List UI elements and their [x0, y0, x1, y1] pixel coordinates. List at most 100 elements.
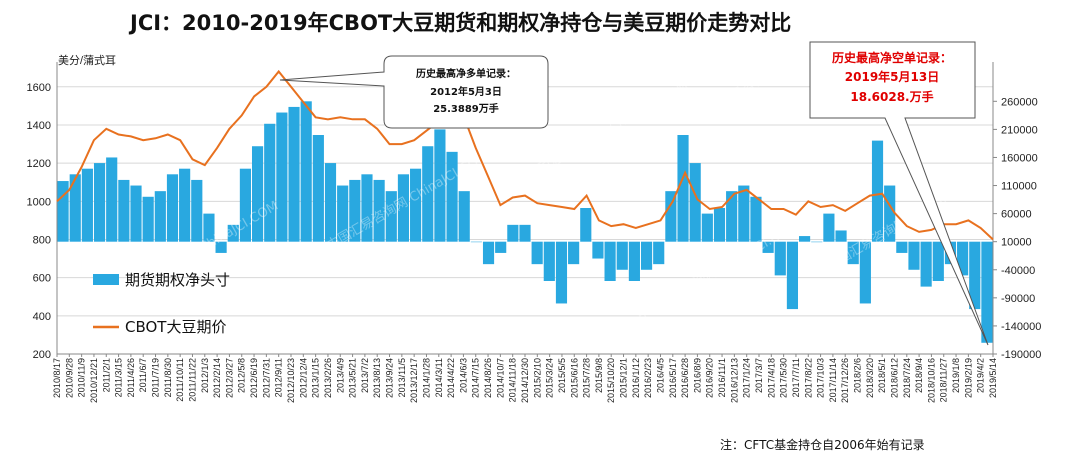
net-position-bar	[896, 241, 908, 253]
max-short-line-2: 2019年5月13日	[845, 69, 939, 84]
right-tick-label: 60000	[1001, 209, 1032, 221]
legend: 期货期权净头寸 CBOT大豆期价	[93, 271, 230, 336]
net-position-bar	[142, 196, 154, 242]
left-tick-label: 400	[33, 311, 51, 323]
x-tick-label: 2017/12/26	[840, 358, 850, 403]
x-tick-label: 2011/3/15	[114, 358, 124, 397]
x-tick-label: 2019/2/19	[963, 358, 973, 398]
net-position-bar	[592, 241, 604, 259]
x-tick-label: 2010/9/28	[64, 358, 74, 398]
x-tick-label: 2011/6/7	[138, 358, 148, 392]
max-long-callout: 历史最高净多单记录： 2012年5月3日 25.3889万手	[279, 55, 549, 129]
net-position-bar	[361, 174, 373, 242]
net-position-bar	[884, 185, 896, 242]
right-tick-label: 160000	[1001, 152, 1038, 164]
net-position-bar	[422, 146, 434, 242]
net-position-bar	[69, 174, 81, 242]
x-tick-label: 2013/4/9	[335, 358, 345, 393]
net-position-bar	[738, 185, 750, 242]
x-tick-label: 2018/6/12	[889, 358, 899, 398]
legend-bar-label: 期货期权净头寸	[125, 271, 230, 289]
x-tick-label: 2019/1/8	[951, 358, 961, 393]
x-tick-label: 2012/6/19	[249, 358, 259, 398]
net-position-bar	[871, 140, 884, 242]
net-position-bar	[191, 179, 203, 242]
max-long-line-2: 2012年5月3日	[430, 85, 502, 98]
x-tick-label: 2015/6/16	[569, 358, 579, 398]
right-tick-label: -40000	[1001, 265, 1035, 277]
x-tick-label: 2013/11/5	[397, 358, 407, 397]
x-tick-label: 2014/6/3	[458, 358, 468, 393]
x-tick-label: 2016/5/17	[668, 358, 678, 398]
x-tick-label: 2015/9/8	[594, 358, 604, 393]
net-position-bar	[446, 151, 458, 242]
net-position-bar	[908, 241, 920, 270]
x-tick-label: 2014/3/11	[434, 358, 444, 397]
right-tick-label: -140000	[1001, 321, 1041, 333]
net-position-bar	[920, 241, 932, 287]
net-position-bar	[774, 241, 786, 276]
right-tick-label: 260000	[1001, 96, 1038, 108]
x-tick-label: 2018/5/1	[877, 358, 887, 393]
net-position-bar	[981, 241, 993, 343]
x-tick-label: 2012/12/4	[298, 358, 308, 398]
net-position-bar	[106, 157, 118, 242]
x-tick-label: 2018/2/6	[853, 358, 863, 393]
net-position-bar	[458, 191, 470, 242]
x-tick-label: 2017/7/11	[791, 358, 801, 397]
net-position-bar	[397, 174, 410, 242]
x-tick-label: 2015/10/20	[606, 358, 616, 403]
x-tick-label: 2010/8/17	[52, 358, 62, 398]
x-tick-label: 2014/10/7	[495, 358, 505, 398]
net-position-bar	[823, 213, 835, 242]
net-position-bar	[726, 191, 738, 242]
left-tick-label: 1000	[27, 196, 51, 208]
net-position-bar	[470, 241, 482, 243]
x-tick-label: 2013/12/17	[409, 358, 419, 403]
left-tick-label: 800	[33, 234, 51, 246]
net-position-bar	[288, 106, 300, 242]
x-tick-label: 2010/12/21	[89, 358, 99, 403]
x-tick-label: 2017/1/24	[742, 358, 752, 398]
max-short-line-1: 历史最高净空单记录：	[832, 50, 952, 65]
net-position-bar	[835, 230, 847, 242]
x-tick-label: 2015/5/5	[557, 358, 567, 393]
x-tick-label: 2011/2/1	[101, 358, 111, 392]
net-position-bar	[859, 241, 871, 304]
x-tick-label: 2015/7/28	[582, 358, 592, 398]
left-tick-label: 600	[33, 273, 51, 285]
net-position-bar	[762, 241, 774, 253]
right-tick-label: -190000	[1001, 349, 1041, 361]
net-position-bar	[276, 112, 288, 242]
net-position-bar	[300, 101, 312, 242]
x-axis-ticks: 2010/8/17 2010/9/28 2010/11/9 2010/12/21 201…	[52, 354, 998, 403]
x-tick-label: 2011/11/22	[187, 358, 197, 402]
net-position-bar	[349, 179, 361, 242]
net-position-bar	[689, 163, 701, 242]
left-tick-label: 1400	[27, 120, 51, 132]
net-position-bar	[580, 208, 592, 242]
net-position-bar	[531, 241, 543, 265]
x-tick-label: 2015/3/24	[545, 358, 555, 398]
x-tick-label: 2014/7/15	[471, 358, 481, 398]
net-position-bar	[653, 241, 665, 265]
net-position-bar	[81, 168, 93, 242]
x-tick-label: 2017/10/3	[816, 358, 826, 398]
left-tick-label: 1200	[27, 158, 51, 170]
x-tick-label: 2012/2/14	[212, 358, 222, 398]
x-tick-label: 2018/11/27	[939, 358, 949, 402]
x-tick-label: 2010/11/9	[77, 358, 87, 397]
x-tick-label: 2013/1/15	[311, 358, 321, 398]
net-position-bar	[93, 163, 106, 242]
net-position-bar	[604, 241, 616, 281]
net-position-bar	[750, 196, 762, 242]
net-position-bar	[507, 224, 519, 242]
x-tick-label: 2014/12/30	[520, 358, 530, 403]
max-short-callout: 历史最高净空单记录： 2019年5月13日 18.6028.万手	[809, 41, 989, 346]
x-tick-label: 2014/4/22	[446, 358, 456, 398]
net-position-bar	[555, 241, 568, 304]
right-tick-label: 110000	[1001, 181, 1037, 193]
net-position-bars	[57, 101, 993, 343]
right-tick-label: 210000	[1001, 124, 1038, 136]
